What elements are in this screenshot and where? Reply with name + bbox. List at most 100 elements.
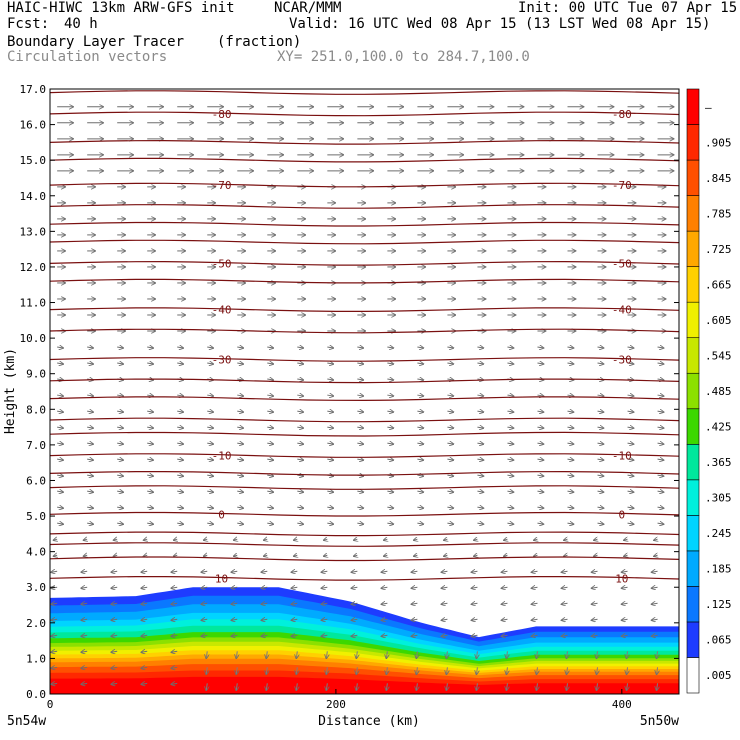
vector-arrow	[321, 635, 328, 636]
vector-arrow	[267, 411, 273, 412]
vector-arrow	[117, 347, 123, 348]
vector-arrow	[81, 651, 88, 652]
vector-arrow	[237, 523, 243, 524]
vector-arrow	[207, 475, 213, 476]
vector-arrow	[471, 587, 478, 588]
vector-arrow	[387, 443, 393, 444]
contour-label: 10	[615, 572, 628, 585]
y-tick-label: 14.0	[20, 190, 47, 203]
vector-arrow	[501, 571, 508, 572]
vector-arrow	[327, 523, 333, 524]
vector-arrow	[147, 491, 153, 492]
vector-arrow	[444, 539, 448, 540]
vector-arrow	[476, 683, 477, 690]
vector-arrow	[351, 603, 358, 604]
org-label: NCAR/MMM	[274, 0, 342, 16]
vector-arrow	[327, 379, 333, 380]
vector-arrow	[627, 459, 634, 460]
isotherm-line	[50, 111, 679, 117]
vector-arrow	[561, 587, 568, 588]
vector-arrow	[236, 667, 237, 674]
colorbar-label: .665	[705, 278, 732, 291]
vector-arrow	[84, 539, 88, 540]
vector-arrow	[351, 635, 358, 636]
vector-arrow	[327, 347, 333, 348]
isotherm-line	[50, 417, 679, 423]
vector-arrow	[627, 347, 634, 348]
vector-arrow	[171, 651, 178, 652]
vector-arrow	[657, 683, 658, 690]
isotherm-line	[50, 204, 679, 209]
vector-arrow	[264, 539, 268, 540]
contour-label: -30	[212, 353, 232, 366]
vector-arrow	[627, 363, 634, 364]
vector-arrow	[567, 411, 573, 412]
vector-arrow	[387, 427, 393, 428]
vector-arrow	[87, 459, 93, 460]
colorbar-label: .485	[705, 385, 732, 398]
vector-arrow	[267, 427, 273, 428]
vector-arrow	[627, 411, 634, 412]
vector-arrow	[207, 395, 213, 396]
init-time: Init: 00 UTC Tue 07 Apr 15	[518, 0, 738, 16]
contour-label: 10	[215, 572, 228, 585]
vector-arrow	[237, 507, 243, 508]
vector-arrow	[387, 411, 393, 412]
isotherm-line	[50, 576, 679, 581]
vector-arrow	[291, 571, 298, 572]
y-tick-label: 8.0	[26, 403, 46, 416]
vector-arrow	[387, 395, 393, 396]
vector-arrow	[507, 475, 513, 476]
vector-arrow	[327, 459, 333, 460]
vector-arrow	[81, 587, 88, 588]
vector-arrow	[266, 667, 267, 674]
colorbar-swatch	[686, 266, 700, 303]
vector-arrow	[141, 587, 148, 588]
vector-arrow	[264, 555, 268, 556]
vector-arrow	[504, 539, 508, 540]
contour-label: -40	[212, 304, 232, 317]
vector-arrow	[294, 555, 298, 556]
vector-arrow	[117, 411, 123, 412]
y-tick-label: 12.0	[20, 261, 47, 274]
y-tick-label: 10.0	[20, 332, 47, 345]
vector-arrow	[411, 603, 418, 604]
vector-arrow	[537, 507, 543, 508]
vector-arrow	[267, 475, 273, 476]
vector-arrow	[291, 635, 298, 636]
vector-arrow	[477, 411, 483, 412]
vector-arrow	[476, 651, 477, 658]
vector-arrow	[561, 619, 568, 620]
vector-arrow	[411, 635, 418, 636]
vector-arrow	[597, 395, 604, 396]
vector-arrow	[87, 395, 93, 396]
colorbar-label: .425	[705, 421, 732, 434]
vector-arrow	[381, 571, 388, 572]
vector-arrow	[177, 363, 183, 364]
vector-arrow	[537, 427, 543, 428]
vector-arrow	[567, 459, 573, 460]
vector-arrow	[57, 363, 63, 364]
vector-arrow	[537, 475, 543, 476]
vector-arrow	[57, 411, 63, 412]
vector-arrow	[354, 555, 358, 556]
x-tick-label: 400	[612, 698, 632, 711]
vector-arrow	[417, 459, 423, 460]
vector-arrow	[507, 491, 513, 492]
vector-arrow	[321, 619, 328, 620]
vector-arrow	[627, 683, 628, 690]
vector-arrow	[171, 603, 178, 604]
vector-arrow	[57, 347, 63, 348]
vector-arrow	[652, 571, 658, 572]
x-tick-label: 0	[47, 698, 54, 711]
vector-arrow	[384, 539, 388, 540]
vector-arrow	[567, 363, 573, 364]
colorbar-swatch	[686, 159, 700, 196]
vector-arrow	[356, 683, 357, 690]
vector-arrow	[624, 555, 628, 556]
vector-arrow	[622, 635, 628, 636]
vector-arrow	[357, 507, 363, 508]
vector-arrow	[597, 683, 598, 690]
vector-arrow	[447, 363, 453, 364]
vector-arrow	[147, 459, 153, 460]
